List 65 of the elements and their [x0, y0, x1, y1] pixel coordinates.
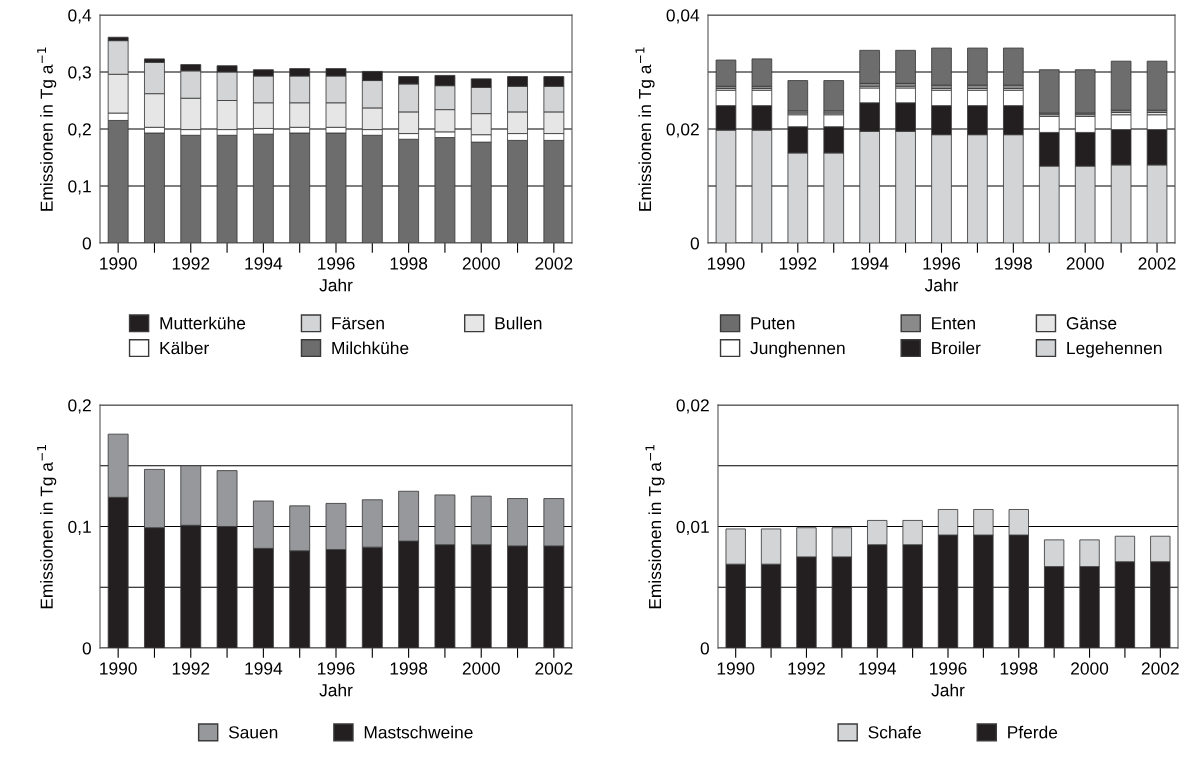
- x-tick-label: 2002: [1138, 257, 1176, 270]
- x-tick-label: 2002: [535, 662, 573, 675]
- x-tick-label: 1996: [318, 662, 355, 675]
- x-tick-label: 1998: [390, 257, 428, 270]
- legend-label: Färsen: [332, 317, 384, 330]
- x-tick-label: 1996: [930, 662, 967, 675]
- x-tick-label: 2000: [1071, 662, 1109, 675]
- x-tick-label: 1992: [172, 257, 210, 270]
- x-tick-label: 1992: [779, 257, 817, 270]
- x-tick-label: 1992: [172, 662, 210, 675]
- x-tick-label: 2000: [1066, 257, 1104, 270]
- y-tick-label: 0,2: [68, 123, 91, 138]
- legend-label: Milchkühe: [332, 341, 409, 355]
- x-tick-label: 1998: [390, 662, 428, 675]
- y-tick-label: 0,02: [676, 399, 709, 414]
- x-tick-label: 1994: [245, 662, 283, 675]
- y-tick-label: 0: [700, 642, 709, 655]
- x-tick-label: 1990: [707, 257, 745, 270]
- y-axis-title: Emissionen in Tg a$^{−1}$: [37, 47, 57, 211]
- y-tick-label: 0: [82, 237, 91, 250]
- x-axis-title: Jahr: [931, 683, 965, 697]
- legend-label: Sauen: [228, 726, 278, 739]
- x-axis-title: Jahr: [319, 278, 353, 292]
- legend-label: Legehennen: [1067, 341, 1162, 358]
- y-tick-label: 0: [690, 237, 699, 250]
- legend-label: Broiler: [932, 341, 981, 355]
- x-tick-label: 2000: [462, 662, 500, 675]
- y-tick-label: 0,1: [68, 520, 91, 536]
- x-tick-label: 1990: [100, 257, 137, 270]
- y-tick-label: 0: [82, 642, 91, 655]
- x-tick-label: 1990: [717, 662, 755, 675]
- x-tick-label: 1998: [1000, 662, 1038, 675]
- x-tick-label: 1994: [859, 662, 897, 675]
- legend-label: Kälber: [160, 341, 209, 355]
- x-axis-title: Jahr: [924, 278, 959, 292]
- y-tick-label: 0,4: [68, 9, 92, 24]
- x-tick-label: 1994: [245, 257, 283, 270]
- x-tick-label: 1992: [788, 662, 825, 675]
- legend-label: Mutterkühe: [160, 316, 246, 330]
- x-tick-label: 2002: [1141, 662, 1179, 675]
- legend-label: Bullen: [495, 316, 542, 330]
- legend-label: Enten: [932, 317, 975, 330]
- legend-label: Junghennen: [750, 341, 845, 358]
- x-tick-label: 1996: [923, 257, 961, 270]
- legend-label: Puten: [751, 317, 795, 330]
- x-tick-label: 1990: [100, 662, 137, 675]
- legend-label: Gänse: [1066, 317, 1117, 330]
- y-axis-title: Emissionen in Tg a$^{−1}$: [635, 47, 655, 211]
- y-axis-title: Emissionen in Tg a$^{−1}$: [37, 445, 57, 609]
- y-tick-label: 0,3: [68, 66, 91, 81]
- x-axis-title: Jahr: [319, 683, 353, 697]
- y-tick-label: 0,04: [666, 9, 700, 24]
- y-tick-label: 0,02: [666, 123, 699, 138]
- x-tick-label: 1996: [318, 257, 355, 270]
- x-tick-label: 1994: [851, 257, 889, 270]
- x-tick-label: 1998: [995, 257, 1032, 270]
- y-tick-label: 0,2: [68, 399, 91, 414]
- legend-label: Mastschweine: [364, 725, 473, 739]
- x-tick-label: 2002: [535, 257, 573, 270]
- legend-label: Schafe: [868, 725, 921, 739]
- y-axis-title: Emissionen in Tg a$^{−1}$: [645, 445, 665, 609]
- x-tick-label: 2000: [462, 257, 500, 270]
- legend-label: Pferde: [1008, 725, 1058, 739]
- y-tick-label: 0,01: [676, 520, 709, 536]
- y-tick-label: 0,1: [68, 180, 91, 195]
